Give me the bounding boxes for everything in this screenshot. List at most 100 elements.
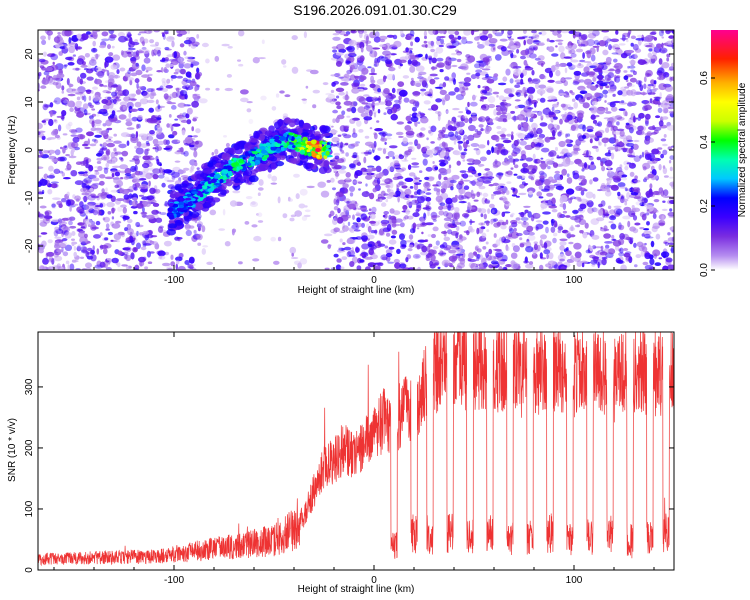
noise-cell — [453, 78, 456, 85]
noise-cell — [484, 168, 491, 171]
noise-cell — [573, 210, 578, 215]
noise-cell — [106, 70, 110, 77]
noise-cell — [409, 228, 416, 234]
noise-cell — [658, 58, 663, 65]
noise-cell — [116, 69, 120, 75]
noise-cell — [590, 114, 596, 120]
noise-cell — [346, 115, 351, 118]
noise-cell — [644, 138, 651, 145]
noise-cell — [450, 225, 455, 229]
noise-cell — [414, 57, 420, 60]
noise-cell — [64, 44, 73, 50]
noise-cell — [486, 229, 490, 233]
noise-cell — [639, 227, 645, 230]
noise-cell — [374, 128, 383, 132]
noise-cell — [439, 151, 446, 157]
noise-cell — [177, 57, 182, 63]
noise-cell — [592, 193, 596, 199]
noise-cell — [615, 30, 619, 35]
noise-cell — [656, 43, 662, 49]
noise-cell — [418, 179, 422, 182]
noise-cell — [71, 241, 75, 247]
noise-cell — [661, 215, 665, 222]
noise-cell — [53, 36, 61, 43]
noise-cell — [475, 180, 484, 187]
noise-cell — [101, 38, 110, 42]
noise-cell — [463, 185, 470, 190]
noise-cell — [82, 103, 89, 110]
noise-cell — [670, 76, 674, 81]
noise-cell — [551, 157, 555, 161]
trace-cell — [227, 148, 235, 154]
noise-cell — [375, 31, 380, 38]
noise-cell — [664, 102, 668, 107]
noise-cell — [457, 131, 464, 135]
noise-cell — [540, 30, 547, 36]
noise-cell — [202, 245, 209, 248]
noise-cell — [620, 37, 629, 40]
noise-cell — [510, 167, 514, 170]
noise-cell — [139, 170, 146, 178]
noise-cell — [546, 38, 550, 42]
noise-cell — [394, 160, 400, 166]
noise-cell — [101, 31, 109, 37]
noise-cell — [113, 148, 117, 152]
noise-cell — [596, 156, 601, 161]
noise-cell — [240, 89, 249, 95]
noise-cell — [491, 195, 495, 200]
noise-cell — [481, 103, 490, 111]
trace-cell — [318, 166, 328, 174]
noise-cell — [608, 80, 615, 87]
noise-cell — [178, 170, 187, 174]
noise-cell — [604, 100, 607, 103]
noise-cell — [93, 139, 99, 144]
noise-cell — [472, 133, 481, 138]
noise-cell — [326, 179, 331, 183]
noise-cell — [65, 154, 70, 157]
noise-cell — [146, 99, 155, 104]
noise-cell — [339, 125, 346, 132]
noise-cell — [397, 196, 400, 203]
noise-cell — [394, 172, 402, 179]
noise-cell — [671, 39, 674, 45]
noise-cell — [557, 131, 562, 137]
noise-cell — [644, 264, 654, 270]
noise-cell — [623, 252, 631, 258]
noise-cell — [509, 40, 515, 47]
noise-cell — [119, 170, 127, 174]
noise-cell — [612, 144, 621, 147]
noise-cell — [478, 116, 486, 123]
noise-cell — [94, 170, 97, 177]
noise-cell — [345, 94, 349, 101]
noise-cell — [84, 53, 90, 58]
trace-cell — [250, 169, 258, 174]
noise-cell — [631, 163, 635, 166]
noise-cell — [596, 135, 603, 139]
noise-cell — [538, 133, 546, 139]
noise-cell — [507, 46, 510, 49]
noise-cell — [523, 30, 527, 34]
noise-cell — [424, 91, 432, 97]
noise-cell — [172, 130, 178, 136]
noise-cell — [191, 100, 200, 108]
noise-cell — [559, 258, 565, 262]
noise-cell — [127, 69, 131, 75]
noise-cell — [271, 106, 277, 111]
noise-cell — [468, 220, 476, 223]
noise-cell — [478, 185, 486, 190]
noise-cell — [246, 101, 253, 104]
noise-cell — [608, 221, 614, 224]
noise-cell — [327, 244, 332, 250]
noise-cell — [452, 220, 455, 226]
noise-cell — [500, 46, 507, 52]
noise-cell — [79, 201, 84, 208]
noise-cell — [493, 233, 497, 238]
noise-cell — [338, 30, 346, 36]
noise-cell — [331, 267, 336, 270]
noise-cell — [579, 203, 587, 210]
noise-cell — [120, 157, 124, 162]
noise-cell — [384, 137, 392, 140]
noise-cell — [116, 198, 125, 202]
noise-cell — [385, 100, 392, 107]
noise-cell — [201, 42, 209, 48]
